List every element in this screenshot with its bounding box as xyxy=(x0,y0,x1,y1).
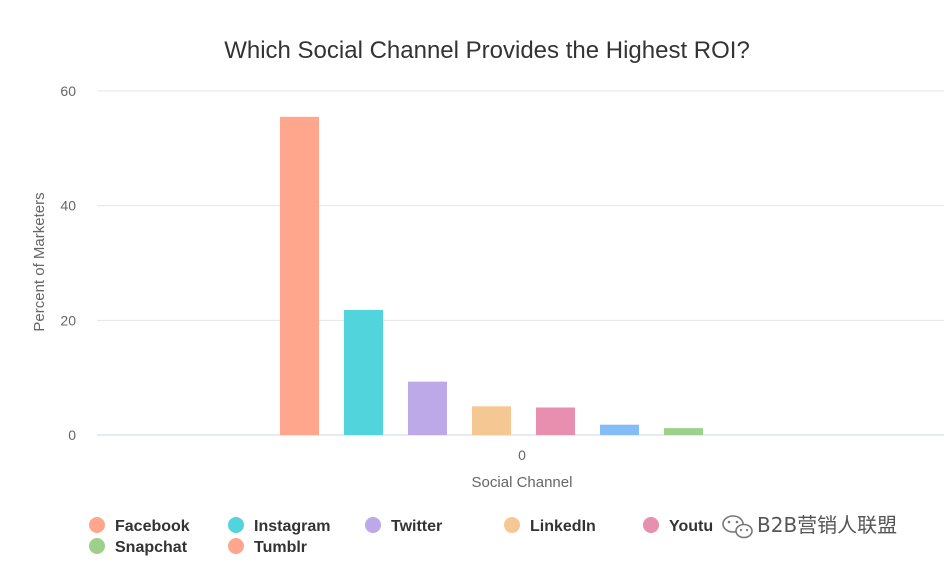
wechat-icon xyxy=(722,515,753,539)
legend-label-facebook: Facebook xyxy=(115,518,190,535)
bar-facebook[interactable] xyxy=(280,116,319,436)
legend-marker-snapchat xyxy=(89,538,105,554)
legend-marker-twitter xyxy=(365,517,381,533)
bars xyxy=(280,116,703,436)
bar-twitter[interactable] xyxy=(408,381,447,435)
legend-item-snapchat[interactable]: Snapchat xyxy=(89,538,188,556)
legend-item-tumblr[interactable]: Tumblr xyxy=(228,538,307,556)
bar-youtube[interactable] xyxy=(536,407,575,435)
y-tick-label-60: 60 xyxy=(60,83,76,99)
x-tick-label: 0 xyxy=(518,447,526,463)
legend-marker-tumblr xyxy=(228,538,244,554)
legend-marker-instagram xyxy=(228,517,244,533)
legend-label-snapchat: Snapchat xyxy=(115,539,188,556)
legend-item-facebook[interactable]: Facebook xyxy=(89,517,190,535)
legend: Facebook Instagram Twitter LinkedIn Yout… xyxy=(89,517,713,556)
gridlines xyxy=(97,90,944,321)
bar-snapchat[interactable] xyxy=(664,428,703,435)
legend-item-twitter[interactable]: Twitter xyxy=(365,517,442,535)
chart-title: Which Social Channel Provides the Highes… xyxy=(224,37,750,64)
legend-marker-linkedin xyxy=(504,517,520,533)
legend-marker-youtube xyxy=(643,517,659,533)
legend-marker-facebook xyxy=(89,517,105,533)
y-tick-label-40: 40 xyxy=(60,198,76,214)
bar-pinterest[interactable] xyxy=(600,424,639,435)
x-axis-label: Social Channel xyxy=(472,474,573,491)
legend-label-tumblr: Tumblr xyxy=(254,539,307,556)
legend-item-linkedin[interactable]: LinkedIn xyxy=(504,517,596,535)
legend-label-twitter: Twitter xyxy=(391,518,442,535)
watermark: B2B营销人联盟 xyxy=(722,513,897,539)
bar-instagram[interactable] xyxy=(344,310,383,435)
bar-linkedin[interactable] xyxy=(472,406,511,435)
legend-label-linkedin: LinkedIn xyxy=(530,518,596,535)
legend-item-instagram[interactable]: Instagram xyxy=(228,517,330,535)
legend-label-youtube: Youtu xyxy=(669,518,713,535)
y-tick-label-20: 20 xyxy=(60,312,76,328)
watermark-text: B2B营销人联盟 xyxy=(757,513,897,537)
legend-item-youtube[interactable]: Youtu xyxy=(643,517,713,535)
y-axis-label: Percent of Marketers xyxy=(31,192,48,331)
y-axis-ticks: 0 20 40 60 xyxy=(60,83,76,443)
y-tick-label-0: 0 xyxy=(68,427,76,443)
legend-label-instagram: Instagram xyxy=(254,518,330,535)
